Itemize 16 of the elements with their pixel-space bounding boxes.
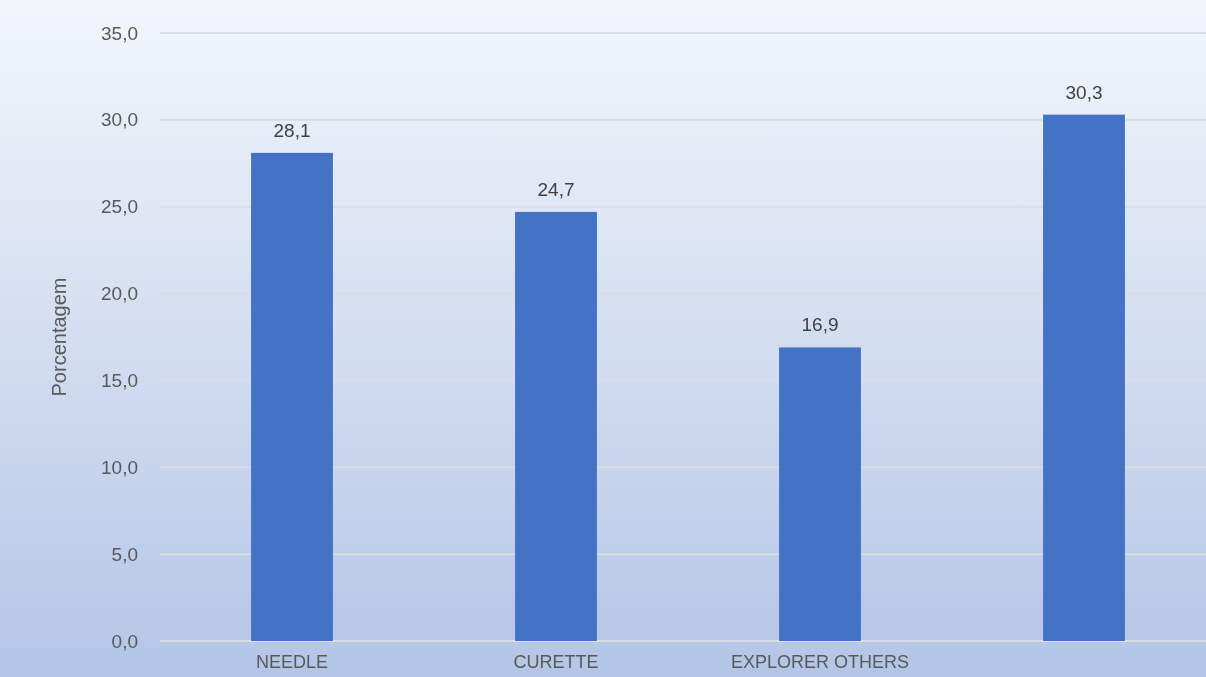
x-tick-label: NEEDLE bbox=[255, 651, 329, 672]
y-tick-label: 15,0 bbox=[101, 370, 138, 392]
data-label: 24,7 bbox=[537, 178, 575, 200]
y-tick-label: 10,0 bbox=[101, 456, 138, 478]
x-tick-label: CURETTE bbox=[513, 651, 599, 672]
y-tick-label: 20,0 bbox=[101, 283, 138, 305]
y-axis-title: Porcentagem bbox=[48, 277, 70, 397]
y-tick-label: 25,0 bbox=[101, 196, 138, 218]
data-label: 28,1 bbox=[273, 119, 311, 141]
y-tick-label: 5,0 bbox=[111, 543, 138, 565]
y-tick-label: 0,0 bbox=[111, 630, 138, 652]
x-tick-label: EXPLORER OTHERS bbox=[730, 651, 910, 672]
y-tick-label: 35,0 bbox=[101, 22, 138, 44]
data-label: 30,3 bbox=[1065, 81, 1103, 103]
y-tick-label: 30,0 bbox=[101, 109, 138, 131]
data-label: 16,9 bbox=[801, 314, 839, 336]
